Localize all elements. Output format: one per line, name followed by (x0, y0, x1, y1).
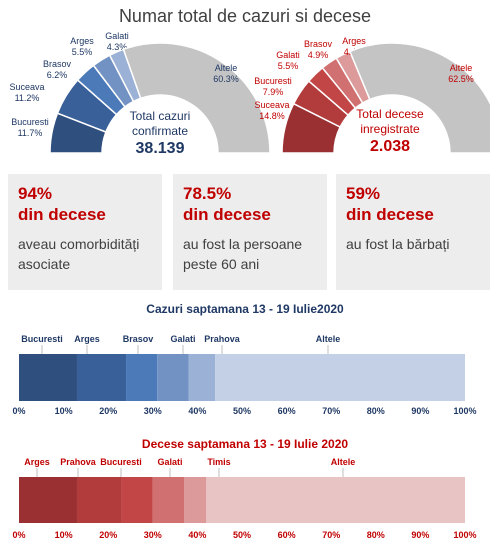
slice-label-bucuresti: Bucuresti (11, 117, 49, 127)
deaths-total: 2.038 (369, 138, 411, 155)
slice-label-altele: Altele (450, 63, 473, 73)
slice-value-suceava: 11.2% (15, 93, 40, 103)
slice-value-brasov: 4.9% (308, 50, 329, 60)
bar-label-bucuresti: Bucuresti (100, 457, 142, 467)
stat-description: aveau comorbidități asociate (18, 236, 140, 272)
bar-label-brasov: Brasov (123, 334, 154, 344)
bar-segment-galati (152, 477, 185, 523)
cases-total: 38.139 (135, 140, 185, 157)
axis-tick-label: 70% (322, 406, 340, 416)
axis-tick-label: 60% (278, 406, 296, 416)
stat-subtitle: din decese (18, 205, 106, 224)
stat-box-male: 59% din decese au fost la bărbați (336, 174, 490, 290)
cases-weekly-title: Cazuri saptamana 13 - 19 Iulie2020 (146, 302, 344, 316)
bar-label-altele: Altele (331, 457, 356, 467)
bar-label-arges: Arges (74, 334, 100, 344)
stat-box-age: 78.5% din decese au fost la persoane pes… (173, 174, 327, 290)
slice-value-bucuresti: 11.7% (18, 128, 43, 138)
slice-label-arges: Arges (70, 36, 94, 46)
axis-tick-label: 10% (55, 530, 73, 540)
stat-percent: 78.5% (183, 184, 232, 203)
bar-segment-timis (184, 477, 207, 523)
bar-segment-altele (206, 477, 465, 523)
slice-label-altele: Altele (215, 63, 238, 73)
slice-value-galati: 4.3% (107, 42, 128, 52)
axis-tick-label: 100% (453, 406, 476, 416)
axis-tick-label: 30% (144, 530, 162, 540)
slice-value-galati: 5.5% (278, 61, 299, 71)
stat-description: au fost la persoane peste 60 ani (183, 236, 303, 272)
slice-value-suceava: 14.8% (259, 111, 285, 121)
cases-donut-chart: Bucuresti11.7%Suceava11.2%Brasov6.2%Arge… (9, 31, 490, 154)
bar-segment-arges (76, 354, 127, 401)
axis-tick-label: 40% (188, 406, 206, 416)
bar-label-prahova: Prahova (204, 334, 241, 344)
slice-altele (348, 42, 490, 154)
axis-tick-label: 40% (188, 530, 206, 540)
bar-segment-prahova (188, 354, 216, 401)
axis-tick-label: 70% (322, 530, 340, 540)
stat-percent: 59% (346, 184, 381, 203)
bar-label-prahova: Prahova (60, 457, 97, 467)
axis-tick-label: 20% (99, 530, 117, 540)
axis-tick-label: 80% (367, 530, 385, 540)
bar-segment-arges (19, 477, 77, 523)
slice-label-galati: Galati (105, 31, 129, 41)
axis-tick-label: 30% (144, 406, 162, 416)
slice-label-bucuresti: Bucuresti (254, 76, 292, 86)
bar-segment-altele (215, 354, 465, 401)
slice-label-suceava: Suceava (254, 100, 289, 110)
main-title: Numar total de cazuri si decese (118, 6, 372, 26)
axis-tick-label: 50% (233, 406, 251, 416)
deaths-center-label-line2: inregistrate (360, 122, 420, 136)
deaths-weekly-bar-chart: Arges Prahova Bucuresti Galati Timis Altele 0%… (12, 457, 476, 540)
bar-segment-brasov (126, 354, 158, 401)
slice-value-brasov: 6.2% (47, 70, 68, 80)
deaths-center-label-line1: Total decese (356, 107, 424, 121)
slice-altele (122, 42, 271, 154)
bar-segment-galati (157, 354, 189, 401)
axis-tick-label: 100% (453, 530, 476, 540)
axis-tick-label: 60% (278, 530, 296, 540)
slice-value-altele: 62.5% (448, 74, 474, 84)
stat-subtitle: din decese (346, 205, 434, 224)
slice-label-arges: Arges (342, 36, 366, 46)
axis-tick-label: 0% (12, 530, 25, 540)
bar-segment-bucuresti (121, 477, 153, 523)
bar-segment-prahova (76, 477, 122, 523)
bar-label-timis: Timis (207, 457, 230, 467)
slice-label-galati: Galati (276, 50, 300, 60)
slice-value-altele: 60.3% (213, 74, 239, 84)
bar-label-arges: Arges (24, 457, 50, 467)
axis-tick-label: 0% (12, 406, 25, 416)
slice-label-suceava: Suceava (9, 82, 44, 92)
slice-label-brasov: Brasov (43, 59, 72, 69)
cases-center-label: Total cazuri confirmate (95, 109, 225, 139)
cases-weekly-bar-chart: Bucuresti Arges Brasov Galati Prahova Altele 0… (12, 334, 476, 416)
axis-tick-label: 50% (233, 530, 251, 540)
stat-percent: 94% (18, 184, 53, 203)
slice-label-brasov: Brasov (304, 39, 333, 49)
axis-tick-label: 20% (99, 406, 117, 416)
slice-value-arges: 5.5% (72, 47, 93, 57)
bar-label-altele: Altele (316, 334, 341, 344)
cases-center-label-line2: confirmate (131, 124, 189, 138)
axis-tick-label: 90% (411, 406, 429, 416)
axis-tick-label: 90% (411, 530, 429, 540)
stat-subtitle: din decese (183, 205, 271, 224)
cases-center-label-line1: Total cazuri (129, 109, 191, 123)
bar-label-bucuresti: Bucuresti (21, 334, 63, 344)
bar-label-galati: Galati (170, 334, 195, 344)
deaths-weekly-title: Decese saptamana 13 - 19 Iulie 2020 (141, 437, 349, 451)
stat-description: au fost la bărbați (346, 236, 450, 252)
axis-tick-label: 10% (55, 406, 73, 416)
axis-tick-label: 80% (367, 406, 385, 416)
deaths-center-label: Total decese inregistrate (325, 107, 455, 137)
stat-box-comorbidities: 94% din decese aveau comorbidități asoci… (8, 174, 162, 290)
bar-label-galati: Galati (157, 457, 182, 467)
slice-value-bucuresti: 7.9% (263, 87, 284, 97)
bar-segment-bucuresti (19, 354, 77, 401)
